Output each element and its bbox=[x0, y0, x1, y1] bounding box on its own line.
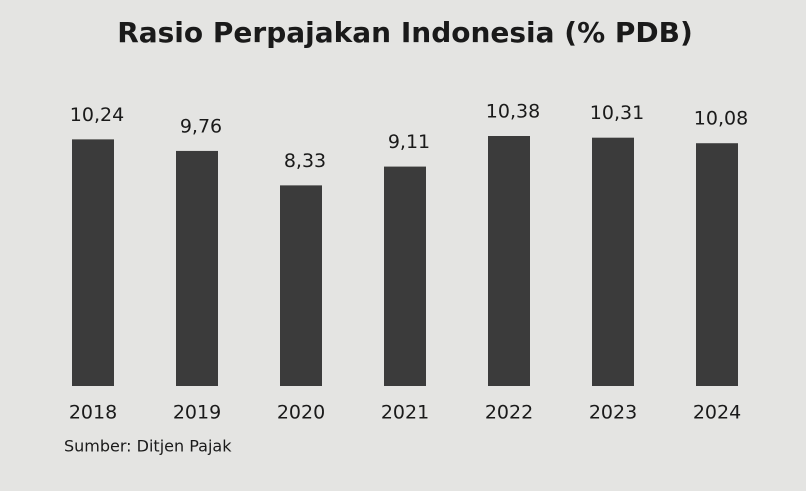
x-tick-label: 2024 bbox=[693, 402, 741, 424]
x-tick-label: 2021 bbox=[381, 402, 429, 424]
bar bbox=[592, 137, 634, 386]
x-tick-label: 2020 bbox=[277, 402, 325, 424]
chart-title: Rasio Perpajakan Indonesia (% PDB) bbox=[117, 16, 693, 49]
x-tick-label: 2022 bbox=[485, 402, 533, 424]
source-note: Sumber: Ditjen Pajak bbox=[64, 437, 232, 456]
bar bbox=[488, 136, 530, 386]
bar bbox=[696, 143, 738, 386]
bar bbox=[72, 139, 114, 386]
value-label: 10,08 bbox=[694, 108, 748, 130]
value-label: 8,33 bbox=[284, 150, 326, 172]
x-tick-label: 2019 bbox=[173, 402, 221, 424]
value-label: 9,11 bbox=[388, 131, 430, 153]
bar bbox=[280, 185, 322, 386]
value-label: 10,31 bbox=[590, 102, 644, 124]
x-tick-label: 2018 bbox=[69, 402, 117, 424]
x-tick-label: 2023 bbox=[589, 402, 637, 424]
bar bbox=[384, 166, 426, 386]
value-label: 10,24 bbox=[70, 104, 124, 126]
bar bbox=[176, 150, 218, 386]
value-label: 9,76 bbox=[180, 115, 222, 137]
value-label: 10,38 bbox=[486, 101, 540, 123]
